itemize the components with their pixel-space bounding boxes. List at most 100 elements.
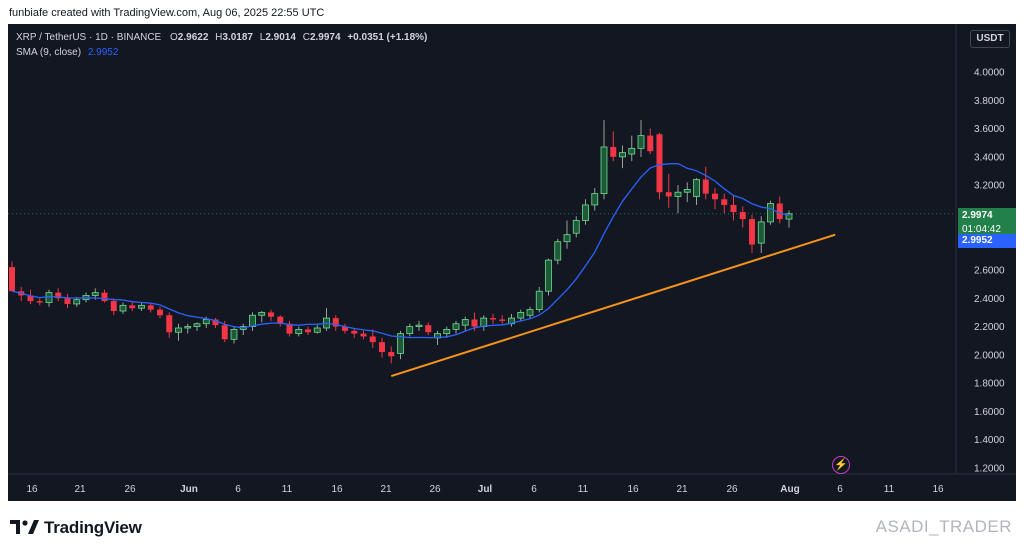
candle-body	[268, 312, 274, 317]
candle-body	[295, 328, 303, 335]
x-tick-label: Aug	[780, 484, 799, 495]
legend-symbol[interactable]: XRP / TetherUS · 1D · BINANCE	[16, 32, 162, 43]
candle-body	[258, 312, 266, 316]
candle-body	[591, 193, 599, 206]
y-tick-label: 2.6000	[974, 266, 1005, 277]
legend-high: 3.0187	[222, 32, 253, 43]
candle-body	[757, 221, 765, 244]
candle-body	[628, 147, 636, 155]
legend-low-label: L	[259, 32, 266, 43]
candle-body	[55, 292, 62, 299]
candle-body	[313, 327, 321, 333]
candle-body	[175, 327, 182, 333]
candle-body	[572, 220, 580, 234]
candle-body	[406, 326, 414, 335]
last-price-value: 2.9974	[962, 210, 993, 221]
candle-body	[582, 204, 589, 221]
legend-sma-row: SMA (9, close) 2.9952	[16, 45, 427, 60]
candle-body	[739, 212, 746, 220]
y-tick-label: 2.4000	[974, 294, 1005, 305]
legend-sma-label[interactable]: SMA (9, close)	[16, 47, 82, 58]
x-tick-label: 6	[837, 484, 843, 495]
candle-body	[388, 352, 395, 357]
last-price-tag: 2.9974 01:04:42	[958, 208, 1016, 238]
y-tick-label: 1.2000	[974, 464, 1005, 475]
candle-body	[610, 146, 617, 157]
logo-text: TradingView	[44, 518, 142, 537]
chart-legend: XRP / TetherUS · 1D · BINANCE O2.9622 H3…	[16, 30, 427, 60]
candle-body	[637, 135, 645, 149]
x-tick-label: 26	[726, 484, 738, 495]
x-tick-label: 21	[380, 484, 392, 495]
candle-body	[332, 318, 339, 327]
x-tick-label: 21	[676, 484, 688, 495]
candle-body	[286, 323, 293, 334]
y-tick-label: 3.6000	[974, 124, 1005, 135]
candle-body	[230, 328, 238, 340]
y-tick-label: 3.2000	[974, 181, 1005, 192]
candle-body	[202, 319, 210, 325]
candle-body	[563, 234, 571, 243]
candle-body	[471, 319, 478, 327]
candle-body	[305, 329, 311, 333]
candle-body	[397, 333, 404, 354]
tradingview-logo-icon	[10, 520, 39, 534]
sma-price-tag: 2.9952	[958, 234, 1016, 248]
legend-close-label: C	[302, 32, 310, 43]
candle-body	[36, 301, 43, 303]
top-bar: funbiafe created with TradingView.com, A…	[0, 0, 1024, 24]
x-tick-label: Jun	[180, 484, 198, 495]
legend-open-label: O	[170, 32, 178, 43]
candle-body	[138, 304, 145, 309]
candle-body	[499, 319, 506, 321]
chart-svg[interactable]: 4.00003.80003.60003.40003.20002.80002.60…	[8, 24, 1016, 501]
trendline	[390, 233, 836, 378]
candle-body	[545, 259, 552, 292]
candle-body	[147, 305, 154, 310]
candle-body	[212, 319, 219, 326]
y-tick-label: 1.4000	[974, 435, 1005, 446]
x-tick-label: Jul	[478, 484, 493, 495]
candle-body	[277, 316, 284, 324]
candle-body	[721, 199, 728, 205]
candle-body	[342, 326, 348, 331]
lightning-icon[interactable]: ⚡	[832, 456, 850, 474]
candle-body	[379, 342, 385, 353]
candle-body	[221, 325, 228, 340]
footer: TradingView ASADI_TRADER	[0, 501, 1024, 553]
x-tick-label: 16	[331, 484, 343, 495]
legend-open: 2.9622	[177, 32, 209, 43]
legend-sma-value: 2.9952	[87, 47, 119, 58]
x-tick-label: 6	[531, 484, 537, 495]
tradingview-logo[interactable]: TradingView	[10, 518, 142, 538]
bar-countdown: 01:04:42	[962, 224, 1001, 235]
currency-button[interactable]: USDT	[970, 30, 1010, 48]
chart-panel[interactable]: 4.00003.80003.60003.40003.20002.80002.60…	[8, 24, 1016, 501]
legend-change: +0.0351 (+1.18%)	[347, 32, 428, 43]
x-tick-label: 26	[124, 484, 136, 495]
candle-body	[712, 193, 718, 200]
x-tick-label: 26	[429, 484, 441, 495]
candle-body	[119, 304, 127, 312]
y-tick-label: 3.8000	[974, 96, 1005, 107]
candle-body	[600, 146, 608, 195]
watermark-text: ASADI_TRADER	[875, 517, 1012, 536]
candle-body	[369, 336, 376, 343]
candle-body	[749, 219, 755, 245]
x-tick-label: 16	[26, 484, 38, 495]
candle-body	[526, 309, 534, 316]
candle-body	[776, 203, 783, 220]
candle-body	[674, 191, 682, 197]
candle-body	[166, 315, 173, 333]
candle-body	[9, 267, 15, 292]
y-tick-label: 4.0000	[974, 68, 1005, 79]
candle-body	[101, 292, 108, 302]
candle-body	[184, 326, 192, 329]
candle-body	[665, 192, 672, 197]
legend-high-label: H	[215, 32, 223, 43]
candle-body	[415, 324, 423, 327]
candle-body	[425, 325, 432, 333]
y-tick-label: 1.6000	[974, 407, 1005, 418]
y-tick-label: 1.8000	[974, 379, 1005, 390]
x-tick-label: 6	[235, 484, 241, 495]
